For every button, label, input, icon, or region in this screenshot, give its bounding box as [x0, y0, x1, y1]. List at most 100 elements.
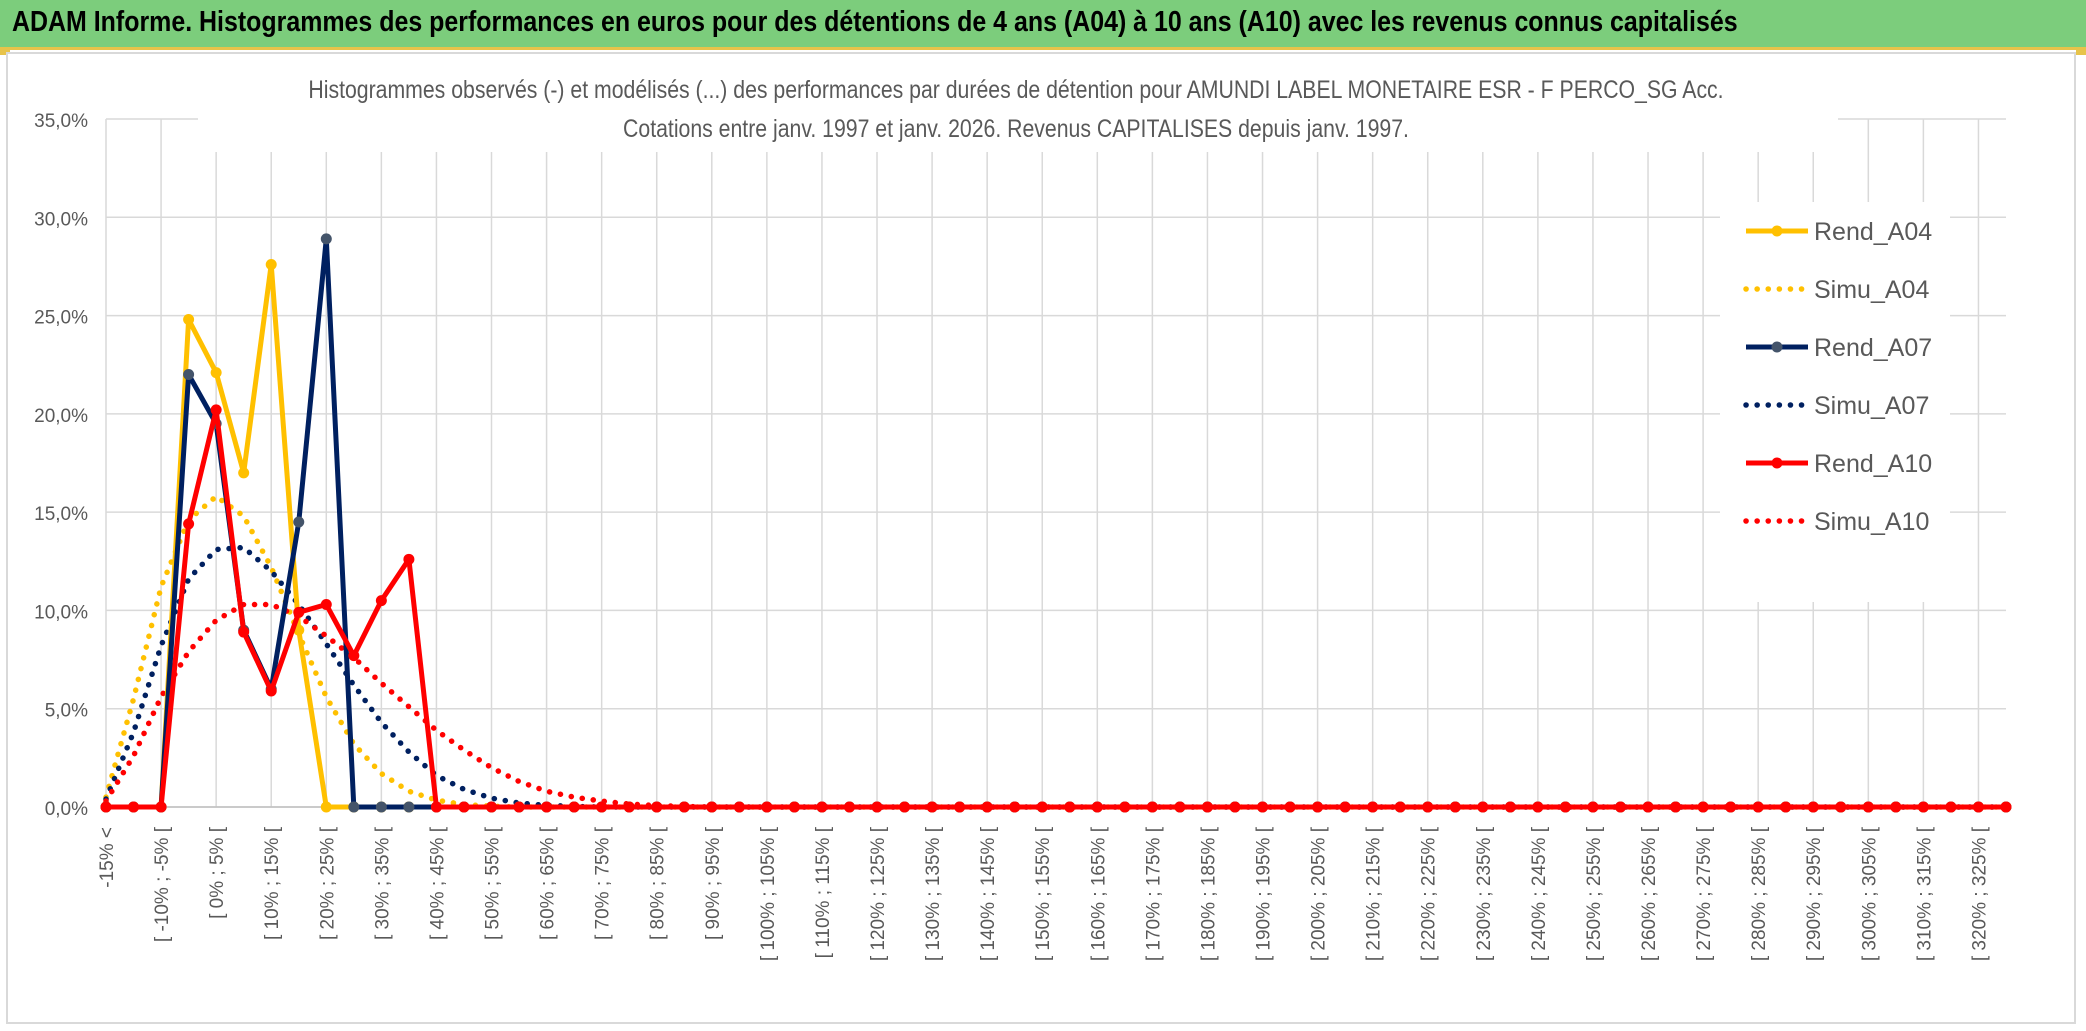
- data-point: [1725, 801, 1737, 813]
- data-point: [348, 801, 360, 813]
- x-tick-label: [ 30% ; 35% [: [372, 826, 393, 940]
- data-point: [375, 801, 387, 813]
- x-tick-label: [ 0% ; 5% [: [207, 826, 228, 919]
- x-tick-label: [ 260% ; 265% [: [1639, 826, 1660, 961]
- data-point: [320, 599, 332, 611]
- report-title: ADAM Informe. Histogrammes des performan…: [12, 6, 1738, 38]
- x-tick-label: [ 10% ; 15% [: [262, 826, 283, 940]
- x-tick-label: [ 70% ; 75% [: [593, 826, 614, 940]
- x-tick-label: [ 210% ; 215% [: [1364, 826, 1385, 961]
- data-point: [1091, 801, 1103, 813]
- data-point: [761, 801, 773, 813]
- data-point: [348, 650, 360, 662]
- chart-title-background: [198, 60, 1838, 152]
- x-tick-label: [ 190% ; 195% [: [1254, 826, 1275, 961]
- data-point: [899, 801, 911, 813]
- data-point: [1780, 801, 1792, 813]
- x-tick-label: [ 40% ; 45% [: [427, 826, 448, 940]
- chart-frame: 0,0% 5,0% 10,0% 15,0% 20,0% 25,0% 30,0% 35,0% -…: [6, 52, 2076, 1024]
- data-point: [1367, 801, 1379, 813]
- x-tick-label: [ 230% ; 235% [: [1474, 826, 1495, 961]
- histogram-chart: 0,0% 5,0% 10,0% 15,0% 20,0% 25,0% 30,0% 35,0% -…: [34, 60, 2012, 961]
- y-tick-label: 15,0%: [34, 504, 88, 525]
- legend-item: Simu_A07: [1743, 392, 1929, 420]
- series-line: [103, 492, 2009, 810]
- data-point: [1422, 801, 1434, 813]
- legend-label: Rend_A04: [1814, 218, 1932, 246]
- y-tick-label: 0,0%: [45, 799, 88, 820]
- data-point: [1257, 801, 1269, 813]
- data-point: [843, 801, 855, 813]
- data-point: [265, 685, 277, 697]
- x-tick-label: [ 200% ; 205% [: [1309, 826, 1330, 961]
- y-axis: 0,0% 5,0% 10,0% 15,0% 20,0% 25,0% 30,0% 35,0%: [34, 111, 88, 820]
- data-point: [265, 258, 277, 270]
- data-point: [1807, 801, 1819, 813]
- legend-item: Rend_A04: [1746, 218, 1932, 246]
- header-corner-left: [0, 50, 10, 55]
- legend-marker: [1771, 341, 1783, 353]
- data-point: [981, 801, 993, 813]
- data-point: [1036, 801, 1048, 813]
- data-point: [293, 516, 305, 528]
- legend-background: [1720, 202, 1950, 602]
- data-point: [155, 801, 167, 813]
- y-tick-label: 30,0%: [34, 209, 88, 230]
- x-tick-label: [ 250% ; 255% [: [1584, 826, 1605, 961]
- data-point: [1174, 801, 1186, 813]
- data-point: [733, 801, 745, 813]
- x-tick-label: [ 170% ; 175% [: [1143, 826, 1164, 961]
- data-point: [1532, 801, 1544, 813]
- data-point: [1835, 801, 1847, 813]
- data-point: [623, 801, 635, 813]
- x-tick-label: [ 160% ; 165% [: [1088, 826, 1109, 961]
- x-tick-label: [ 300% ; 305% [: [1859, 826, 1880, 961]
- legend-label: Rend_A10: [1814, 450, 1932, 478]
- legend-item: Simu_A10: [1743, 508, 1929, 536]
- x-tick-label: [ 50% ; 55% [: [483, 826, 504, 940]
- legend-marker: [1771, 457, 1783, 469]
- data-point: [816, 801, 828, 813]
- data-point: [541, 801, 553, 813]
- x-tick-label: [ -10% ; -5% [: [152, 826, 173, 942]
- data-point: [1945, 801, 1957, 813]
- data-point: [293, 606, 305, 618]
- data-point: [1477, 801, 1489, 813]
- x-tick-label: [ 20% ; 25% [: [317, 826, 338, 940]
- chart-title: Histogrammes observés (-) et modélisés (…: [308, 75, 1723, 103]
- data-point: [1890, 801, 1902, 813]
- legend-label: Simu_A10: [1814, 508, 1929, 536]
- y-tick-label: 10,0%: [34, 602, 88, 623]
- data-point: [1449, 801, 1461, 813]
- header-corner-right: [2076, 50, 2086, 55]
- series-line: [106, 407, 2006, 810]
- data-point: [1119, 801, 1131, 813]
- data-point: [1312, 801, 1324, 813]
- y-tick-label: 20,0%: [34, 406, 88, 427]
- x-tick-label: [ 290% ; 295% [: [1804, 826, 1825, 961]
- data-point: [1064, 801, 1076, 813]
- data-point: [1642, 801, 1654, 813]
- data-point: [1339, 801, 1351, 813]
- report-header: ADAM Informe. Histogrammes des performan…: [0, 0, 2086, 50]
- legend-item: Simu_A04: [1743, 276, 1929, 304]
- data-point: [320, 801, 332, 813]
- data-point: [128, 801, 140, 813]
- x-tick-label: [ 100% ; 105% [: [758, 826, 779, 961]
- y-tick-label: 5,0%: [45, 701, 88, 722]
- x-tick-label: [ 80% ; 85% [: [648, 826, 669, 940]
- data-point: [1614, 801, 1626, 813]
- data-point: [2000, 801, 2012, 813]
- x-tick-label: [ 120% ; 125% [: [868, 826, 889, 961]
- x-tick-label: [ 90% ; 95% [: [703, 826, 724, 940]
- x-tick-label: [ 310% ; 315% [: [1914, 826, 1935, 961]
- x-axis: -15% < [ -10% ; -5% [ [ 0% ; 5% [ [ 10% ; 1…: [97, 826, 1990, 961]
- x-tick-label: [ 60% ; 65% [: [538, 826, 559, 940]
- data-point: [596, 801, 608, 813]
- data-point: [1229, 801, 1241, 813]
- series-Rend_A10: [100, 404, 2012, 813]
- x-tick-label: [ 140% ; 145% [: [978, 826, 999, 961]
- data-point: [210, 404, 222, 416]
- x-tick-label: [ 220% ; 225% [: [1419, 826, 1440, 961]
- x-tick-label: -15% <: [97, 827, 118, 888]
